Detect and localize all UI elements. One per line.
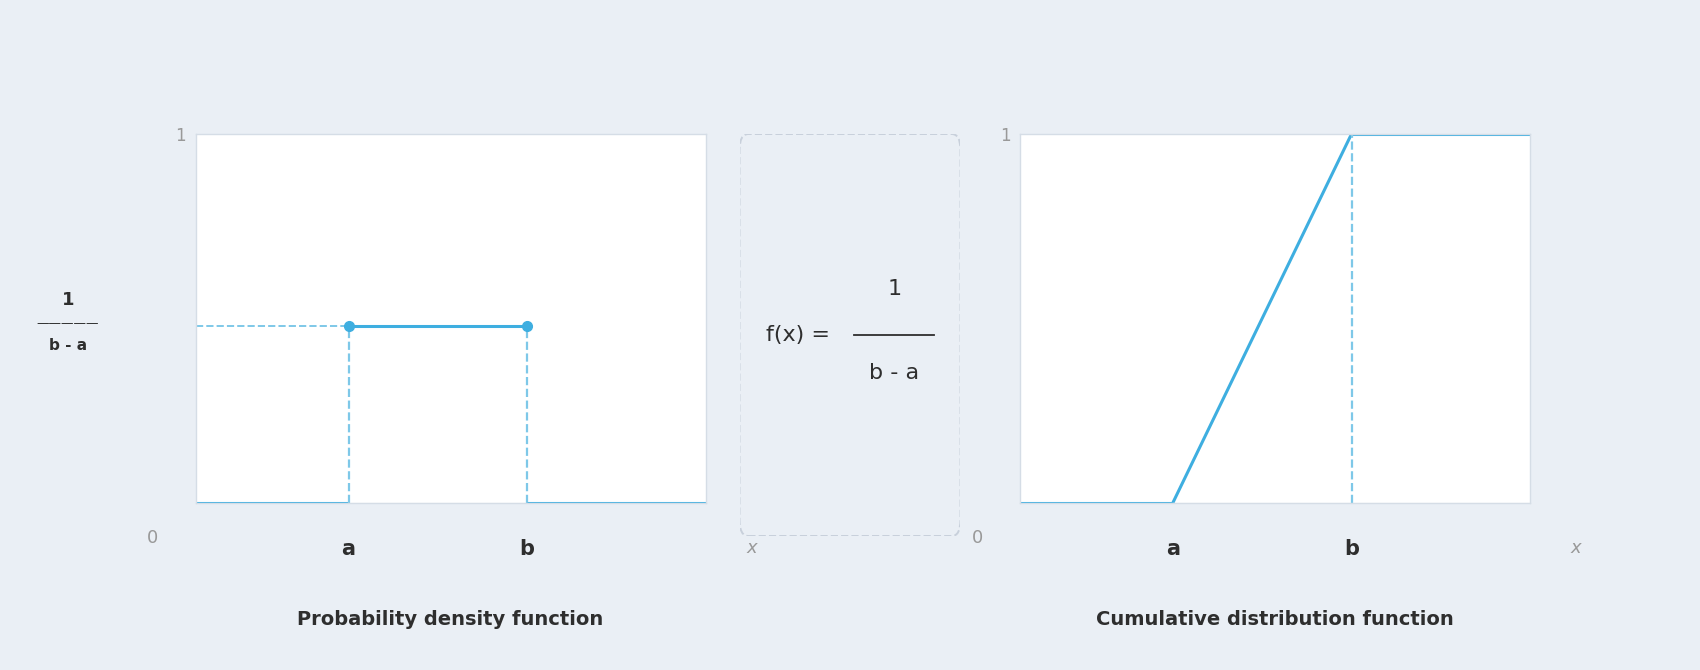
- Text: 0: 0: [972, 529, 983, 547]
- Text: b - a: b - a: [49, 338, 87, 352]
- Text: x: x: [746, 539, 756, 557]
- Text: b: b: [520, 539, 534, 559]
- Text: Probability density function: Probability density function: [298, 610, 604, 628]
- Text: Cumulative distribution function: Cumulative distribution function: [1096, 610, 1454, 628]
- Text: a: a: [1166, 539, 1180, 559]
- Text: f(x) =: f(x) =: [767, 325, 836, 345]
- FancyBboxPatch shape: [740, 134, 960, 536]
- Text: 1: 1: [61, 291, 75, 309]
- Text: b - a: b - a: [869, 363, 920, 383]
- Text: x: x: [1571, 539, 1581, 557]
- Text: b: b: [1345, 539, 1358, 559]
- Text: 0: 0: [148, 529, 158, 547]
- Text: a: a: [342, 539, 355, 559]
- Text: 1: 1: [887, 279, 901, 299]
- Text: —————: —————: [37, 317, 99, 330]
